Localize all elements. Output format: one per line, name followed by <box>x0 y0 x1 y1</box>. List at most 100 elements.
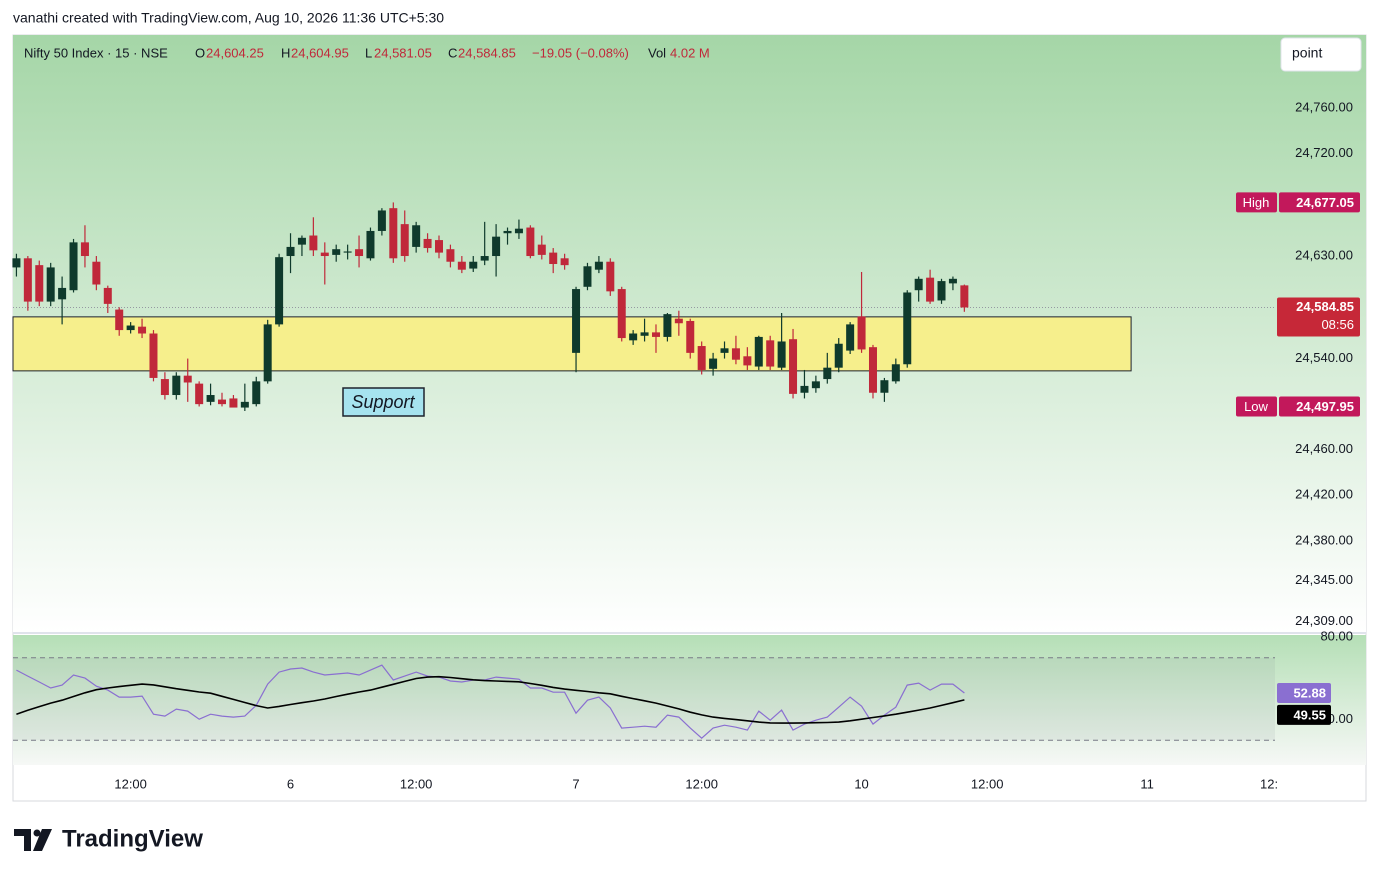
vol-label: Vol <box>648 45 666 60</box>
candle-body <box>960 285 969 308</box>
candle-body <box>937 281 946 301</box>
y-tick-label: 24,380.00 <box>1295 532 1353 547</box>
y-tick-label: 24,460.00 <box>1295 441 1353 456</box>
candle-body <box>606 261 615 292</box>
candle-body <box>617 289 626 339</box>
c-label: C <box>448 45 457 60</box>
c-value: 24,584.85 <box>458 45 516 60</box>
x-tick-label: 10 <box>854 776 868 791</box>
candle-body <box>195 383 204 405</box>
candle-body <box>834 343 843 368</box>
button-box[interactable] <box>1280 37 1362 72</box>
candle-body <box>629 333 638 341</box>
y-tick-label: 24,420.00 <box>1295 487 1353 502</box>
o-label: O <box>195 45 205 60</box>
candle-body <box>789 339 798 394</box>
candle-body <box>651 332 660 337</box>
candle-body <box>709 358 718 369</box>
candle-body <box>115 309 124 331</box>
rsi-value-label: 52.88 <box>1293 685 1326 700</box>
candle-body <box>35 265 44 302</box>
candle-body <box>720 348 729 353</box>
marker-value-box <box>1279 396 1360 417</box>
candle-body <box>218 399 227 405</box>
candle-body <box>674 318 683 324</box>
candle-body <box>686 320 695 353</box>
marker-value: 24,677.05 <box>1296 195 1354 210</box>
candle-body <box>275 257 284 325</box>
candle-body <box>229 398 238 408</box>
price-tag-value: 24,584.85 <box>1296 299 1354 314</box>
x-tick-label: 12:0 <box>1260 776 1285 791</box>
candle-body <box>549 252 558 265</box>
candle-body <box>663 314 672 337</box>
scale-button[interactable]: point <box>1280 37 1362 72</box>
y-tick-label: 24,630.00 <box>1295 247 1353 262</box>
logo-slash <box>33 829 52 851</box>
candle-body <box>537 244 546 255</box>
o-value: 24,604.25 <box>206 45 264 60</box>
rsi-tick-label: 80.00 <box>1320 629 1353 644</box>
logo-mark <box>14 829 31 851</box>
marker-label: Low <box>1244 399 1268 414</box>
l-label: L <box>365 45 372 60</box>
candle-body <box>69 242 78 291</box>
brand-name: TradingView <box>62 825 203 852</box>
x-tick-label: 7 <box>572 776 579 791</box>
rsi-value-tag <box>1277 683 1331 704</box>
candle-body <box>514 228 523 234</box>
candle-body <box>80 242 89 257</box>
candle-body <box>766 340 775 367</box>
time-axis: 12:00 6 12:00 7 12:00 10 12:00 11 12:0 <box>114 776 1285 791</box>
candle-body <box>309 235 318 251</box>
candle-body <box>811 381 820 389</box>
candle-body <box>754 336 763 367</box>
candle-body <box>92 261 101 285</box>
rsi-value-tag <box>1277 704 1331 725</box>
candle-body <box>343 251 352 253</box>
candle-body <box>903 292 912 365</box>
y-tick-label: 24,540.00 <box>1295 350 1353 365</box>
candle-body <box>172 375 181 396</box>
candle-body <box>412 225 421 247</box>
candle-body <box>480 256 489 261</box>
candle-body <box>926 277 935 302</box>
candle-body <box>389 208 398 259</box>
button-label[interactable]: point <box>1292 45 1322 61</box>
candle-body <box>846 324 855 351</box>
candle-body <box>697 346 706 370</box>
candle-body <box>286 246 295 257</box>
candle-body <box>914 278 923 291</box>
x-tick-label: 11 <box>1140 776 1154 791</box>
candle-body <box>777 341 786 368</box>
y-tick-label: 24,720.00 <box>1295 145 1353 160</box>
candle-body <box>252 381 261 405</box>
candle-body <box>891 364 900 382</box>
change: −19.05 (−0.08%) <box>532 45 629 60</box>
candle-body <box>526 227 535 257</box>
candle-body <box>948 278 957 284</box>
candle-body <box>12 258 21 268</box>
candle-body <box>469 261 478 269</box>
candle-body <box>640 332 649 336</box>
brand-logo: TradingView <box>14 825 203 852</box>
candle-body <box>23 258 32 302</box>
candle-body <box>446 249 455 262</box>
marker-label: High <box>1243 195 1270 210</box>
candle-body <box>743 356 752 366</box>
candle-body <box>503 230 512 234</box>
candle-body <box>320 252 329 257</box>
header-text: vanathi created with TradingView.com, Au… <box>13 10 444 26</box>
candle-body <box>355 249 364 257</box>
candle-body <box>183 375 192 383</box>
candle-body <box>332 249 341 255</box>
vol-value: 4.02 M <box>670 45 710 60</box>
marker-value-box <box>1279 192 1360 213</box>
candle-body <box>377 210 386 231</box>
support-label: Support <box>351 392 415 412</box>
candle-body <box>583 266 592 287</box>
y-tick-label: 24,345.00 <box>1295 572 1353 587</box>
symbol: Nifty 50 Index · 15 · NSE <box>24 45 168 60</box>
candle-body <box>823 367 832 380</box>
